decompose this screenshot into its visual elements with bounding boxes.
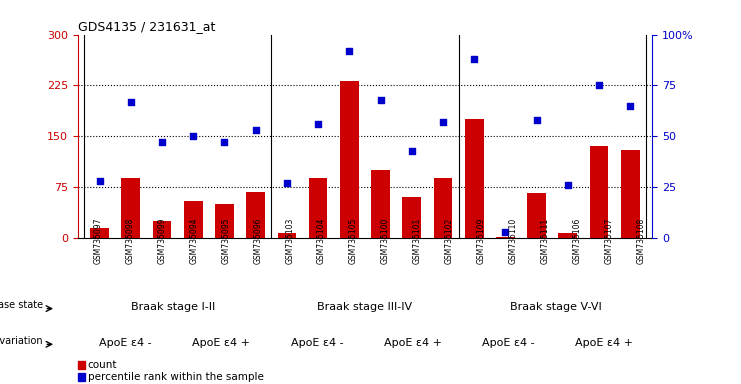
Text: Braak stage I-II: Braak stage I-II [131,302,216,312]
Text: GSM735101: GSM735101 [413,217,422,264]
Point [531,117,542,123]
Point [593,83,605,89]
Point [312,121,324,127]
Text: ApoE ε4 -: ApoE ε4 - [99,338,152,348]
Bar [122,179,140,238]
Bar [78,361,85,369]
Text: percentile rank within the sample: percentile rank within the sample [88,372,264,382]
Text: GSM735096: GSM735096 [253,217,262,264]
Text: ApoE ε4 -: ApoE ε4 - [482,338,535,348]
Point [562,182,574,188]
Text: GSM735109: GSM735109 [476,217,485,264]
Text: GSM735102: GSM735102 [445,217,453,264]
Bar [309,179,328,238]
Text: GSM735110: GSM735110 [508,217,517,264]
Bar [402,197,421,238]
Bar [78,373,85,381]
Bar [153,221,171,238]
Point [499,229,511,235]
Text: ApoE ε4 +: ApoE ε4 + [193,338,250,348]
Text: GSM735111: GSM735111 [540,217,549,264]
Point [125,99,137,105]
Text: GSM735097: GSM735097 [94,217,103,264]
Point [343,48,355,54]
Point [219,139,230,146]
Bar [590,147,608,238]
Text: GSM735095: GSM735095 [222,217,230,264]
Text: GDS4135 / 231631_at: GDS4135 / 231631_at [78,20,215,33]
Bar [559,233,577,238]
Text: disease state: disease state [0,300,43,310]
Bar [621,150,639,238]
Text: GSM735103: GSM735103 [285,217,294,264]
Point [156,139,168,146]
Point [93,178,105,184]
Point [437,119,449,125]
Bar [278,233,296,238]
Text: ApoE ε4 -: ApoE ε4 - [290,338,343,348]
Bar [90,228,109,238]
Text: Braak stage III-IV: Braak stage III-IV [317,302,413,312]
Point [468,56,480,62]
Point [187,133,199,139]
Bar [371,170,390,238]
Text: GSM735107: GSM735107 [604,217,614,264]
Text: genotype/variation: genotype/variation [0,336,43,346]
Text: Braak stage V-VI: Braak stage V-VI [511,302,602,312]
Text: GSM735104: GSM735104 [317,217,326,264]
Bar [215,204,234,238]
Text: GSM735094: GSM735094 [190,217,199,264]
Point [625,103,637,109]
Text: GSM735105: GSM735105 [349,217,358,264]
Text: GSM735100: GSM735100 [381,217,390,264]
Text: GSM735098: GSM735098 [126,217,135,264]
Point [250,127,262,133]
Bar [184,201,202,238]
Bar [433,179,452,238]
Bar [340,81,359,238]
Point [406,147,418,154]
Bar [465,119,484,238]
Text: count: count [88,361,117,371]
Point [281,180,293,186]
Text: GSM735108: GSM735108 [636,217,645,264]
Text: ApoE ε4 +: ApoE ε4 + [575,338,634,348]
Text: ApoE ε4 +: ApoE ε4 + [384,338,442,348]
Bar [496,237,515,238]
Text: GSM735106: GSM735106 [572,217,582,264]
Point [375,97,387,103]
Bar [246,192,265,238]
Bar [528,193,546,238]
Text: GSM735099: GSM735099 [158,217,167,264]
